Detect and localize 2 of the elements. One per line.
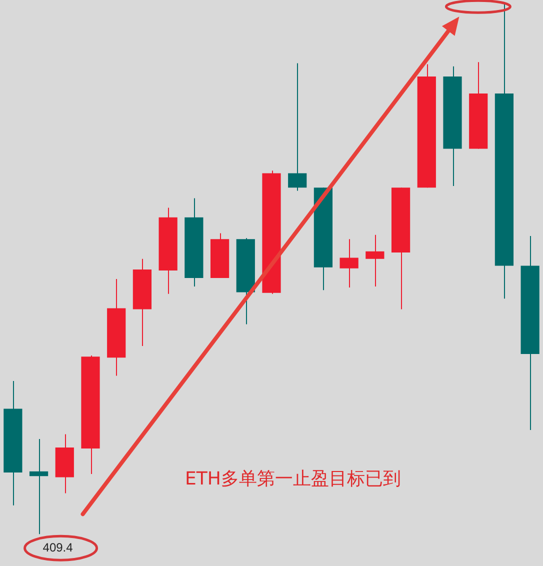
annotation: ETH多单第一止盈目标已到 — [185, 468, 401, 490]
text: 409.4 — [42, 540, 74, 554]
